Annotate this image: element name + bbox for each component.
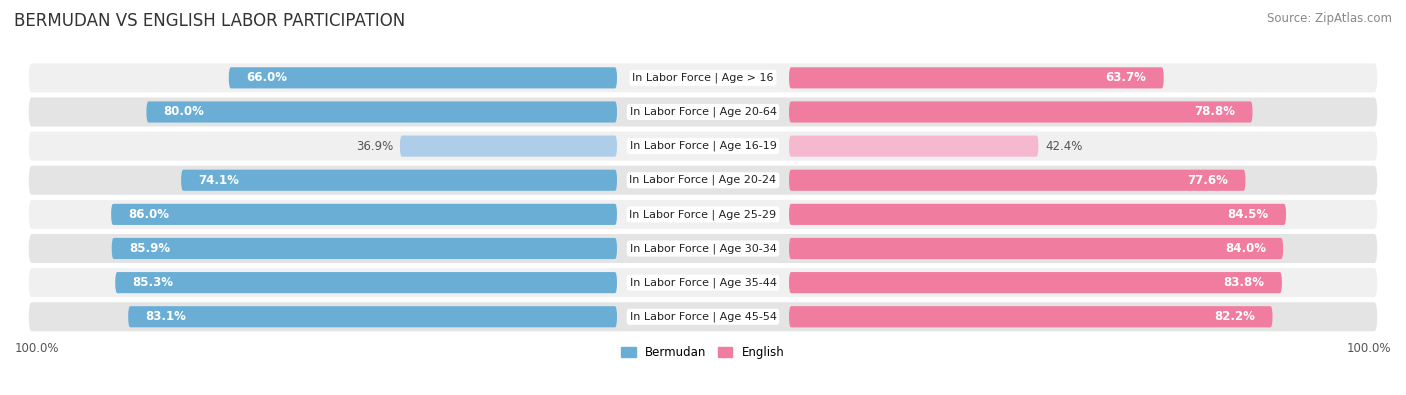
FancyBboxPatch shape	[789, 238, 1284, 259]
Text: 82.2%: 82.2%	[1215, 310, 1256, 323]
FancyBboxPatch shape	[789, 102, 1253, 122]
FancyBboxPatch shape	[115, 272, 617, 293]
Legend: Bermudan, English: Bermudan, English	[617, 341, 789, 363]
FancyBboxPatch shape	[181, 170, 617, 191]
Text: 83.1%: 83.1%	[145, 310, 186, 323]
FancyBboxPatch shape	[111, 204, 617, 225]
Text: 42.4%: 42.4%	[1045, 139, 1083, 152]
FancyBboxPatch shape	[28, 200, 1378, 229]
Text: 80.0%: 80.0%	[163, 105, 204, 118]
Text: In Labor Force | Age > 16: In Labor Force | Age > 16	[633, 73, 773, 83]
Text: In Labor Force | Age 16-19: In Labor Force | Age 16-19	[630, 141, 776, 151]
Text: 74.1%: 74.1%	[198, 174, 239, 187]
Text: BERMUDAN VS ENGLISH LABOR PARTICIPATION: BERMUDAN VS ENGLISH LABOR PARTICIPATION	[14, 12, 405, 30]
Text: In Labor Force | Age 45-54: In Labor Force | Age 45-54	[630, 312, 776, 322]
FancyBboxPatch shape	[28, 63, 1378, 92]
Text: 66.0%: 66.0%	[246, 71, 287, 85]
FancyBboxPatch shape	[28, 98, 1378, 126]
FancyBboxPatch shape	[229, 67, 617, 88]
FancyBboxPatch shape	[789, 272, 1282, 293]
Text: 36.9%: 36.9%	[356, 139, 394, 152]
Text: In Labor Force | Age 25-29: In Labor Force | Age 25-29	[630, 209, 776, 220]
Text: In Labor Force | Age 30-34: In Labor Force | Age 30-34	[630, 243, 776, 254]
FancyBboxPatch shape	[28, 302, 1378, 331]
FancyBboxPatch shape	[28, 234, 1378, 263]
Text: 63.7%: 63.7%	[1105, 71, 1146, 85]
Text: 84.5%: 84.5%	[1227, 208, 1268, 221]
Text: 100.0%: 100.0%	[15, 342, 59, 356]
FancyBboxPatch shape	[28, 166, 1378, 195]
Text: 100.0%: 100.0%	[1347, 342, 1391, 356]
FancyBboxPatch shape	[399, 135, 617, 157]
Text: In Labor Force | Age 20-24: In Labor Force | Age 20-24	[630, 175, 776, 186]
FancyBboxPatch shape	[146, 102, 617, 122]
Text: In Labor Force | Age 20-64: In Labor Force | Age 20-64	[630, 107, 776, 117]
Text: In Labor Force | Age 35-44: In Labor Force | Age 35-44	[630, 277, 776, 288]
FancyBboxPatch shape	[111, 238, 617, 259]
FancyBboxPatch shape	[789, 306, 1272, 327]
Text: 77.6%: 77.6%	[1188, 174, 1229, 187]
Text: Source: ZipAtlas.com: Source: ZipAtlas.com	[1267, 12, 1392, 25]
Text: 84.0%: 84.0%	[1225, 242, 1265, 255]
Text: 85.3%: 85.3%	[132, 276, 173, 289]
FancyBboxPatch shape	[789, 170, 1246, 191]
Text: 86.0%: 86.0%	[128, 208, 169, 221]
FancyBboxPatch shape	[28, 132, 1378, 161]
FancyBboxPatch shape	[28, 268, 1378, 297]
FancyBboxPatch shape	[789, 135, 1039, 157]
Text: 78.8%: 78.8%	[1194, 105, 1236, 118]
FancyBboxPatch shape	[789, 204, 1286, 225]
FancyBboxPatch shape	[128, 306, 617, 327]
Text: 83.8%: 83.8%	[1223, 276, 1265, 289]
Text: 85.9%: 85.9%	[129, 242, 170, 255]
FancyBboxPatch shape	[789, 67, 1164, 88]
